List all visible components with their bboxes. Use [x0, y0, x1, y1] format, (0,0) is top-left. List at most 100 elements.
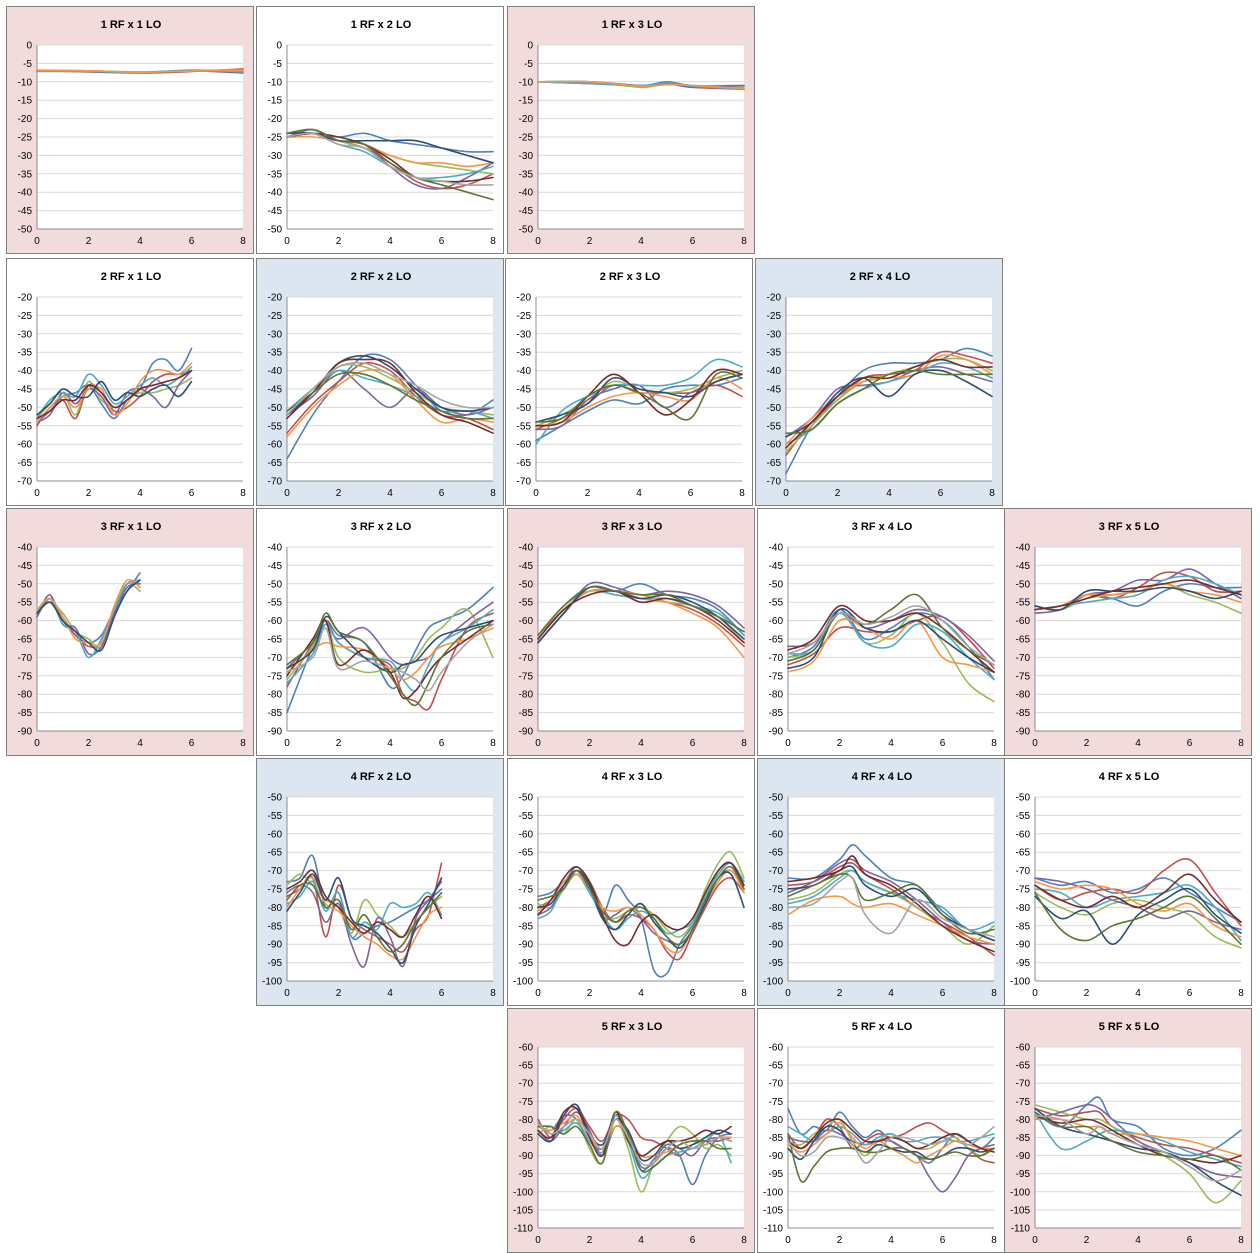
y-tick-label: -55 [769, 811, 784, 822]
x-tick-label: 4 [638, 236, 644, 247]
chart-title: 2 RF x 2 LO [351, 271, 412, 283]
x-tick-label: 8 [991, 738, 997, 749]
y-tick-label: -95 [1016, 958, 1031, 969]
series-line [36, 380, 193, 416]
y-tick-label: -70 [769, 653, 784, 664]
y-tick-label: -90 [1016, 727, 1031, 738]
y-tick-label: -55 [18, 598, 33, 609]
series-line [537, 80, 745, 90]
y-tick-label: -65 [517, 458, 532, 469]
y-tick-label: -55 [767, 421, 782, 432]
x-tick-label: 4 [638, 1235, 644, 1246]
series-line [1034, 887, 1242, 945]
y-tick-label: -100 [763, 1187, 783, 1198]
y-tick-label: -45 [268, 206, 283, 217]
series-line [286, 132, 494, 186]
y-tick-label: -85 [268, 708, 283, 719]
chart-title: 5 RF x 3 LO [602, 1021, 663, 1033]
x-tick-label: 6 [690, 988, 696, 999]
y-tick-label: -35 [18, 348, 33, 359]
series-line [1034, 873, 1242, 923]
series-line [537, 865, 745, 946]
y-tick-label: -100 [262, 977, 282, 988]
x-tick-label: 2 [336, 988, 342, 999]
series-line [787, 855, 995, 953]
y-tick-label: -60 [519, 829, 534, 840]
chart-panel-c54: 5 RF x 4 LO -60 -65 -70 -75 -80 -85 -90 -95 -100 -… [757, 1008, 1005, 1253]
y-tick-label: -40 [519, 543, 534, 554]
y-tick-label: -60 [1016, 829, 1031, 840]
y-tick-label: -40 [18, 543, 33, 554]
y-tick-label: -100 [763, 977, 783, 988]
y-tick-label: -85 [268, 921, 283, 932]
x-tick-label: 4 [137, 488, 143, 499]
y-tick-label: -45 [519, 206, 534, 217]
series-line [787, 872, 995, 935]
y-tick-label: -85 [1016, 708, 1031, 719]
x-tick-label: 6 [940, 988, 946, 999]
y-tick-label: -70 [268, 653, 283, 664]
x-tick-label: 6 [439, 236, 445, 247]
y-tick-label: -50 [519, 225, 534, 236]
series-line [36, 579, 141, 659]
y-tick-label: -90 [519, 1151, 534, 1162]
series-line [785, 369, 993, 434]
y-tick-label: -85 [769, 708, 784, 719]
y-tick-label: -100 [1010, 977, 1030, 988]
y-tick-label: -5 [273, 59, 282, 70]
y-tick-label: -10 [18, 77, 33, 88]
x-tick-label: 8 [1238, 1235, 1244, 1246]
x-tick-label: 0 [34, 236, 40, 247]
y-tick-label: -65 [769, 848, 784, 859]
series-line [1034, 1103, 1242, 1179]
y-tick-label: -85 [519, 708, 534, 719]
x-tick-label: 4 [886, 488, 892, 499]
y-tick-label: -80 [769, 903, 784, 914]
x-tick-label: 0 [535, 1235, 541, 1246]
series-line [1034, 880, 1242, 938]
series-line [787, 869, 995, 931]
x-tick-label: 0 [785, 1235, 791, 1246]
y-tick-label: -65 [1016, 1061, 1031, 1072]
chart-svg: 5 RF x 4 LO -60 -65 -70 -75 -80 -85 -90 -95 -100 -… [763, 1021, 997, 1246]
y-tick-label: -85 [1016, 921, 1031, 932]
y-tick-label: -65 [519, 848, 534, 859]
y-tick-label: -50 [517, 403, 532, 414]
y-tick-label: -50 [769, 579, 784, 590]
y-tick-label: -55 [18, 421, 33, 432]
x-tick-label: 2 [587, 236, 593, 247]
y-tick-label: -25 [18, 311, 33, 322]
y-tick-label: -15 [268, 96, 283, 107]
y-tick-label: -105 [763, 1205, 783, 1216]
y-tick-label: -60 [268, 616, 283, 627]
x-tick-label: 2 [585, 488, 591, 499]
x-tick-label: 4 [387, 236, 393, 247]
x-tick-label: 2 [1084, 988, 1090, 999]
y-tick-label: -85 [519, 921, 534, 932]
y-tick-label: 0 [26, 41, 32, 52]
y-tick-label: -20 [767, 293, 782, 304]
y-tick-label: -30 [519, 151, 534, 162]
y-tick-label: -65 [18, 458, 33, 469]
y-tick-label: -95 [519, 958, 534, 969]
y-tick-label: -50 [18, 225, 33, 236]
y-tick-label: -90 [18, 727, 33, 738]
y-tick-label: -80 [519, 903, 534, 914]
x-tick-label: 0 [1032, 988, 1038, 999]
x-tick-label: 2 [86, 236, 92, 247]
y-tick-label: -45 [1016, 561, 1031, 572]
y-tick-label: -80 [268, 903, 283, 914]
series-line [1034, 1107, 1242, 1197]
y-tick-label: -65 [268, 635, 283, 646]
chart-title: 1 RF x 2 LO [351, 19, 412, 31]
x-tick-label: 2 [587, 738, 593, 749]
chart-panel-c45: 4 RF x 5 LO -50 -55 -60 -65 -70 -75 -80 -85 -90 -9… [1004, 758, 1252, 1006]
series-line [36, 583, 141, 656]
x-tick-label: 2 [336, 738, 342, 749]
series-line [1034, 891, 1242, 949]
y-tick-label: -20 [519, 114, 534, 125]
y-tick-label: -80 [1016, 903, 1031, 914]
series-line [36, 362, 193, 423]
y-tick-label: -105 [1010, 1205, 1030, 1216]
y-tick-label: -40 [517, 366, 532, 377]
